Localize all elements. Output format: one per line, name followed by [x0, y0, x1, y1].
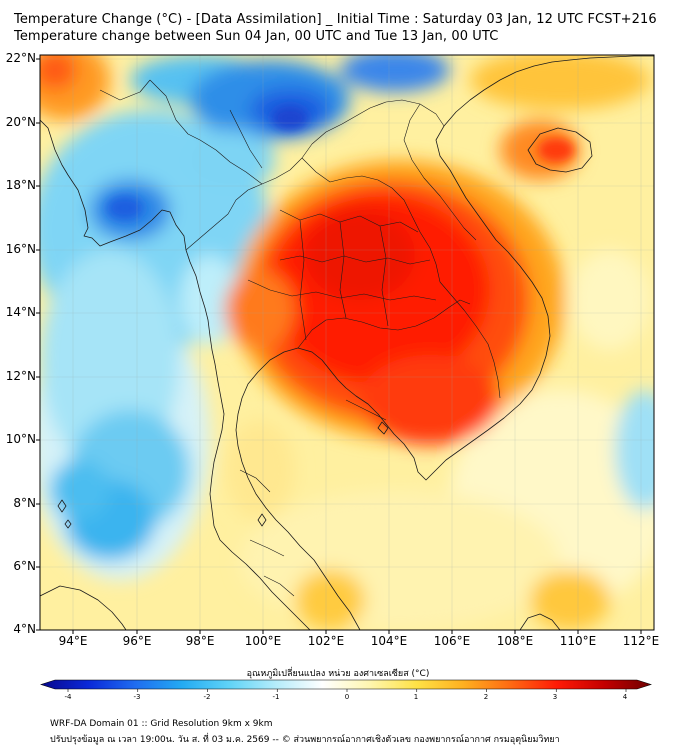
lon-label: 106°E	[433, 634, 471, 648]
lat-label: 16°N	[5, 242, 36, 256]
colorbar-tick-label: -3	[133, 693, 141, 701]
colorbar-title: อุณหภูมิเปลี่ยนแปลง หน่วย องศาเซลเซียส (…	[246, 669, 430, 679]
colorbar-tick-label: 4	[622, 693, 628, 701]
lat-label: 10°N	[5, 432, 36, 446]
lon-label: 102°E	[307, 634, 345, 648]
lat-label: 12°N	[5, 369, 36, 383]
lat-label: 4°N	[13, 622, 36, 636]
lon-label: 98°E	[185, 634, 215, 648]
colorbar-tick-label: 2	[483, 693, 489, 701]
lat-label: 14°N	[5, 305, 36, 319]
borders	[99, 79, 501, 597]
title-line-2: Temperature change between Sun 04 Jan, 0…	[14, 29, 499, 44]
colorbar-gradient	[40, 679, 652, 690]
lat-label: 18°N	[5, 178, 36, 192]
lat-label: 20°N	[5, 115, 36, 129]
lat-label: 6°N	[13, 559, 36, 573]
footer-credit: ปรับปรุงข้อมูล ณ เวลา 19:00น. วัน ส. ที่…	[50, 735, 560, 745]
lon-label: 96°E	[122, 634, 152, 648]
lon-label: 100°E	[244, 634, 282, 648]
field-layer	[40, 55, 654, 630]
lon-label: 94°E	[58, 634, 88, 648]
colorbar	[40, 679, 652, 692]
footer-resolution: WRF-DA Domain 01 :: Grid Resolution 9km …	[50, 719, 273, 729]
colorbar-tick-label: 3	[552, 693, 558, 701]
colorbar-tick-label: -4	[64, 693, 72, 701]
colorbar-tick-label: 1	[413, 693, 419, 701]
axis-ticks	[36, 58, 642, 634]
lon-label: 110°E	[559, 634, 597, 648]
lon-label: 108°E	[496, 634, 534, 648]
colorbar-tick-label: -1	[272, 693, 280, 701]
coastlines	[40, 55, 654, 630]
colorbar-tick-label: 0	[344, 693, 350, 701]
lat-label: 8°N	[13, 496, 36, 510]
title-line-1: Temperature Change (°C) - [Data Assimila…	[14, 12, 657, 27]
lon-label: 104°E	[370, 634, 408, 648]
lon-label: 112°E	[622, 634, 660, 648]
colorbar-tick-label: -2	[203, 693, 211, 701]
graticule	[40, 55, 654, 630]
lat-label: 22°N	[5, 51, 36, 65]
map-frame	[39, 54, 655, 631]
